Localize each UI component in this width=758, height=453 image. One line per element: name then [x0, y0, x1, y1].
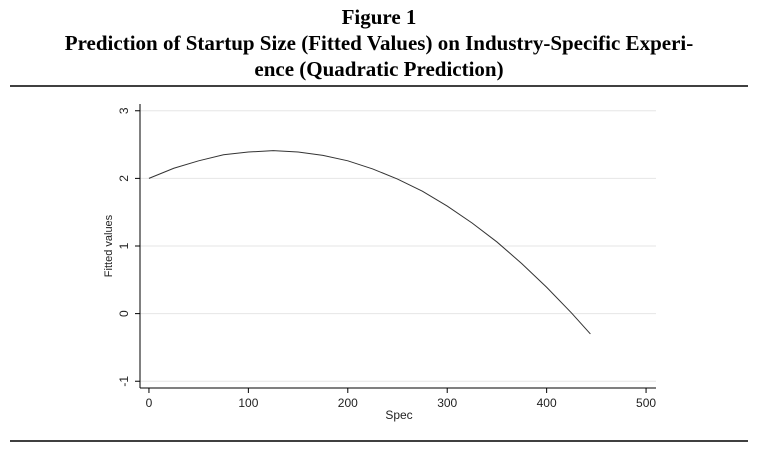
y-tick-label: -1: [117, 376, 131, 387]
x-tick-label: 500: [636, 396, 656, 410]
title-line: ence (Quadratic Prediction): [254, 57, 503, 81]
x-tick-label: 0: [146, 396, 153, 410]
title-line: Prediction of Startup Size (Fitted Value…: [65, 31, 693, 55]
line-series: [148, 150, 591, 335]
x-tick-label: 300: [437, 396, 457, 410]
figure-label: Figure 1: [342, 5, 417, 29]
x-tick-label: 400: [537, 396, 557, 410]
y-tick-label: 0: [117, 310, 131, 317]
plot: -1 0 1 2 3 0 100 200 300 400 500 Spec Fitted values: [103, 104, 656, 422]
y-tick-label: 1: [117, 242, 131, 249]
y-tick-label: 3: [117, 107, 131, 114]
x-tick-label: 200: [338, 396, 358, 410]
x-axis-label: Spec: [385, 408, 412, 422]
y-tick-label: 2: [117, 175, 131, 182]
y-axis-label: Fitted values: [103, 214, 115, 277]
x-tick-label: 100: [238, 396, 258, 410]
